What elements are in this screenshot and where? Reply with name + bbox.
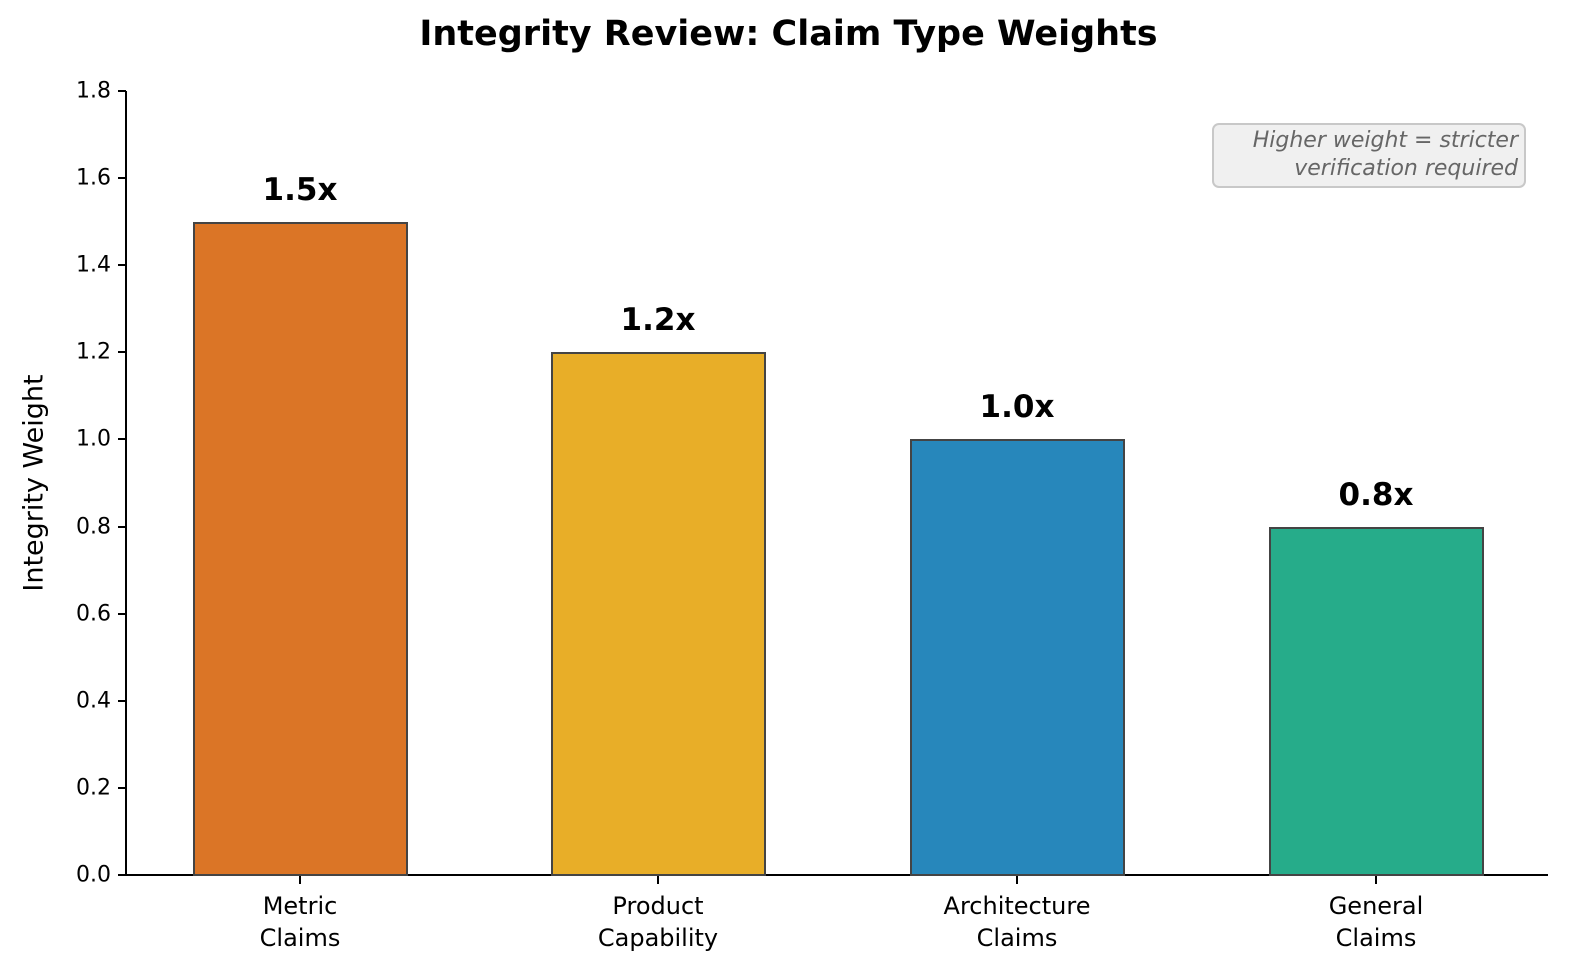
bar-value-label: 1.2x <box>620 302 696 339</box>
y-axis <box>125 91 127 876</box>
y-tick-mark <box>118 525 126 528</box>
y-tick-label: 1.2 <box>76 339 111 365</box>
y-tick-label: 1.6 <box>76 165 111 191</box>
bar-value-label: 1.5x <box>262 171 338 208</box>
y-tick-label: 1.4 <box>76 252 111 278</box>
chart-title: Integrity Review: Claim Type Weights <box>419 14 1158 54</box>
y-tick-mark <box>118 177 126 180</box>
bar <box>1268 526 1484 876</box>
x-tick-label: Architecture Claims <box>943 892 1091 952</box>
y-tick-label: 0.4 <box>76 688 111 714</box>
y-tick-label: 0.6 <box>76 601 111 627</box>
y-tick-label: 0.8 <box>76 514 111 540</box>
y-tick-label: 0.0 <box>76 862 111 888</box>
bar-value-label: 1.0x <box>979 389 1055 426</box>
y-tick-mark <box>118 612 126 615</box>
y-tick-mark <box>118 874 126 876</box>
x-tick-mark <box>1016 876 1018 884</box>
x-tick-mark <box>657 876 659 884</box>
x-tick-mark <box>299 876 301 884</box>
x-tick-label: Product Capability <box>597 892 719 952</box>
annotation-text: Higher weight = stricter verification re… <box>1252 128 1518 181</box>
y-tick-mark <box>118 264 126 267</box>
bar <box>192 221 408 876</box>
y-tick-label: 1.8 <box>76 78 111 104</box>
y-axis-label: Integrity Weight <box>18 374 50 592</box>
y-tick-label: 1.0 <box>76 426 111 452</box>
x-tick-label: General Claims <box>1328 892 1424 952</box>
y-tick-mark <box>118 351 126 354</box>
x-axis <box>125 874 1548 876</box>
y-tick-mark <box>118 438 126 441</box>
x-tick-mark <box>1375 876 1377 884</box>
x-tick-label: Metric Claims <box>259 892 341 952</box>
bar <box>909 439 1125 876</box>
bar <box>550 352 766 876</box>
y-tick-mark <box>118 699 126 702</box>
y-tick-label: 0.2 <box>76 775 111 801</box>
annotation-box: Higher weight = stricter verification re… <box>1212 123 1526 188</box>
y-tick-mark <box>118 786 126 789</box>
bar-value-label: 0.8x <box>1338 476 1414 513</box>
y-tick-mark <box>118 90 126 92</box>
